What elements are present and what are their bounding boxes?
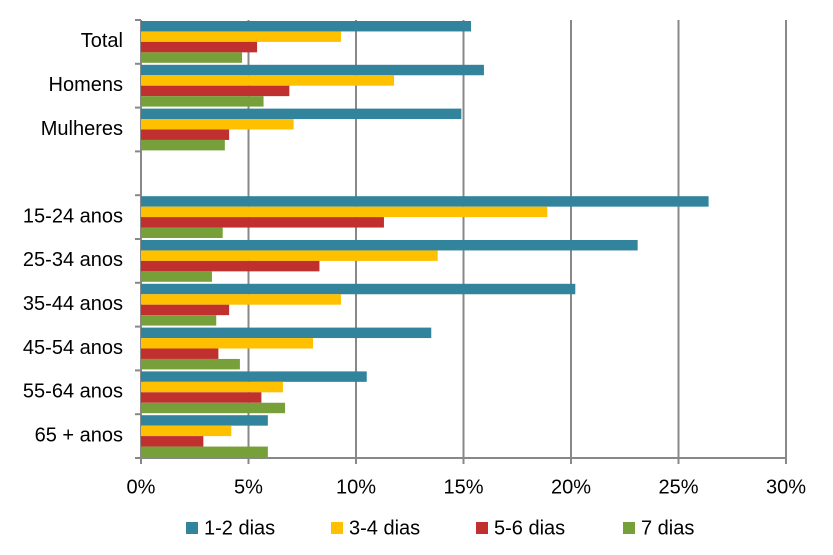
bar [141,108,462,120]
bar [141,119,294,130]
bar [141,139,225,151]
bar [141,392,262,403]
bar [141,415,268,426]
legend-label: 7 dias [641,517,694,539]
x-tick-label: 30% [766,476,806,498]
legend-label: 1-2 dias [204,517,275,539]
bar [141,402,286,414]
y-tick-label: Homens [49,74,123,96]
y-tick-label: Total [81,30,123,52]
bar [141,371,367,382]
bar [141,227,223,238]
y-tick-label: Mulheres [41,118,123,140]
bar [141,425,232,437]
legend-swatch [623,522,635,534]
bar [141,436,204,447]
bar [141,271,212,282]
bar [141,260,320,272]
bar [141,304,230,316]
y-tick-label: 35-44 anos [23,293,123,315]
x-tick-label: 25% [658,476,698,498]
bar [141,41,258,53]
bar [141,294,341,305]
legend-swatch [186,522,198,534]
bar [141,21,472,32]
bar [141,327,432,339]
legend-label: 5-6 dias [494,517,565,539]
y-tick-label: 65 + anos [35,424,123,446]
bar [141,196,709,207]
legend-swatch [476,522,488,534]
bar [141,338,313,349]
bar [141,250,438,261]
bar [141,283,576,295]
bar [141,358,240,370]
y-tick-label: 15-24 anos [23,205,123,227]
y-tick-label: 45-54 anos [23,337,123,359]
bar [141,85,290,97]
bar [141,52,243,63]
bar [141,206,548,218]
bar [141,315,217,326]
y-tick-label: 55-64 anos [23,381,123,403]
bar [141,96,264,107]
bar [141,348,219,359]
bar [141,446,268,457]
x-tick-label: 15% [443,476,483,498]
bar [141,381,283,393]
x-tick-label: 0% [127,476,156,498]
legend-label: 3-4 dias [349,517,420,539]
bar [141,75,395,86]
bar [141,217,384,228]
x-tick-label: 20% [551,476,591,498]
x-tick-label: 10% [336,476,376,498]
bar [141,31,341,42]
x-tick-label: 5% [234,476,263,498]
bar [141,64,484,76]
legend-swatch [331,522,343,534]
bar [141,240,638,251]
y-tick-label: 25-34 anos [23,249,123,271]
bar [141,129,230,140]
